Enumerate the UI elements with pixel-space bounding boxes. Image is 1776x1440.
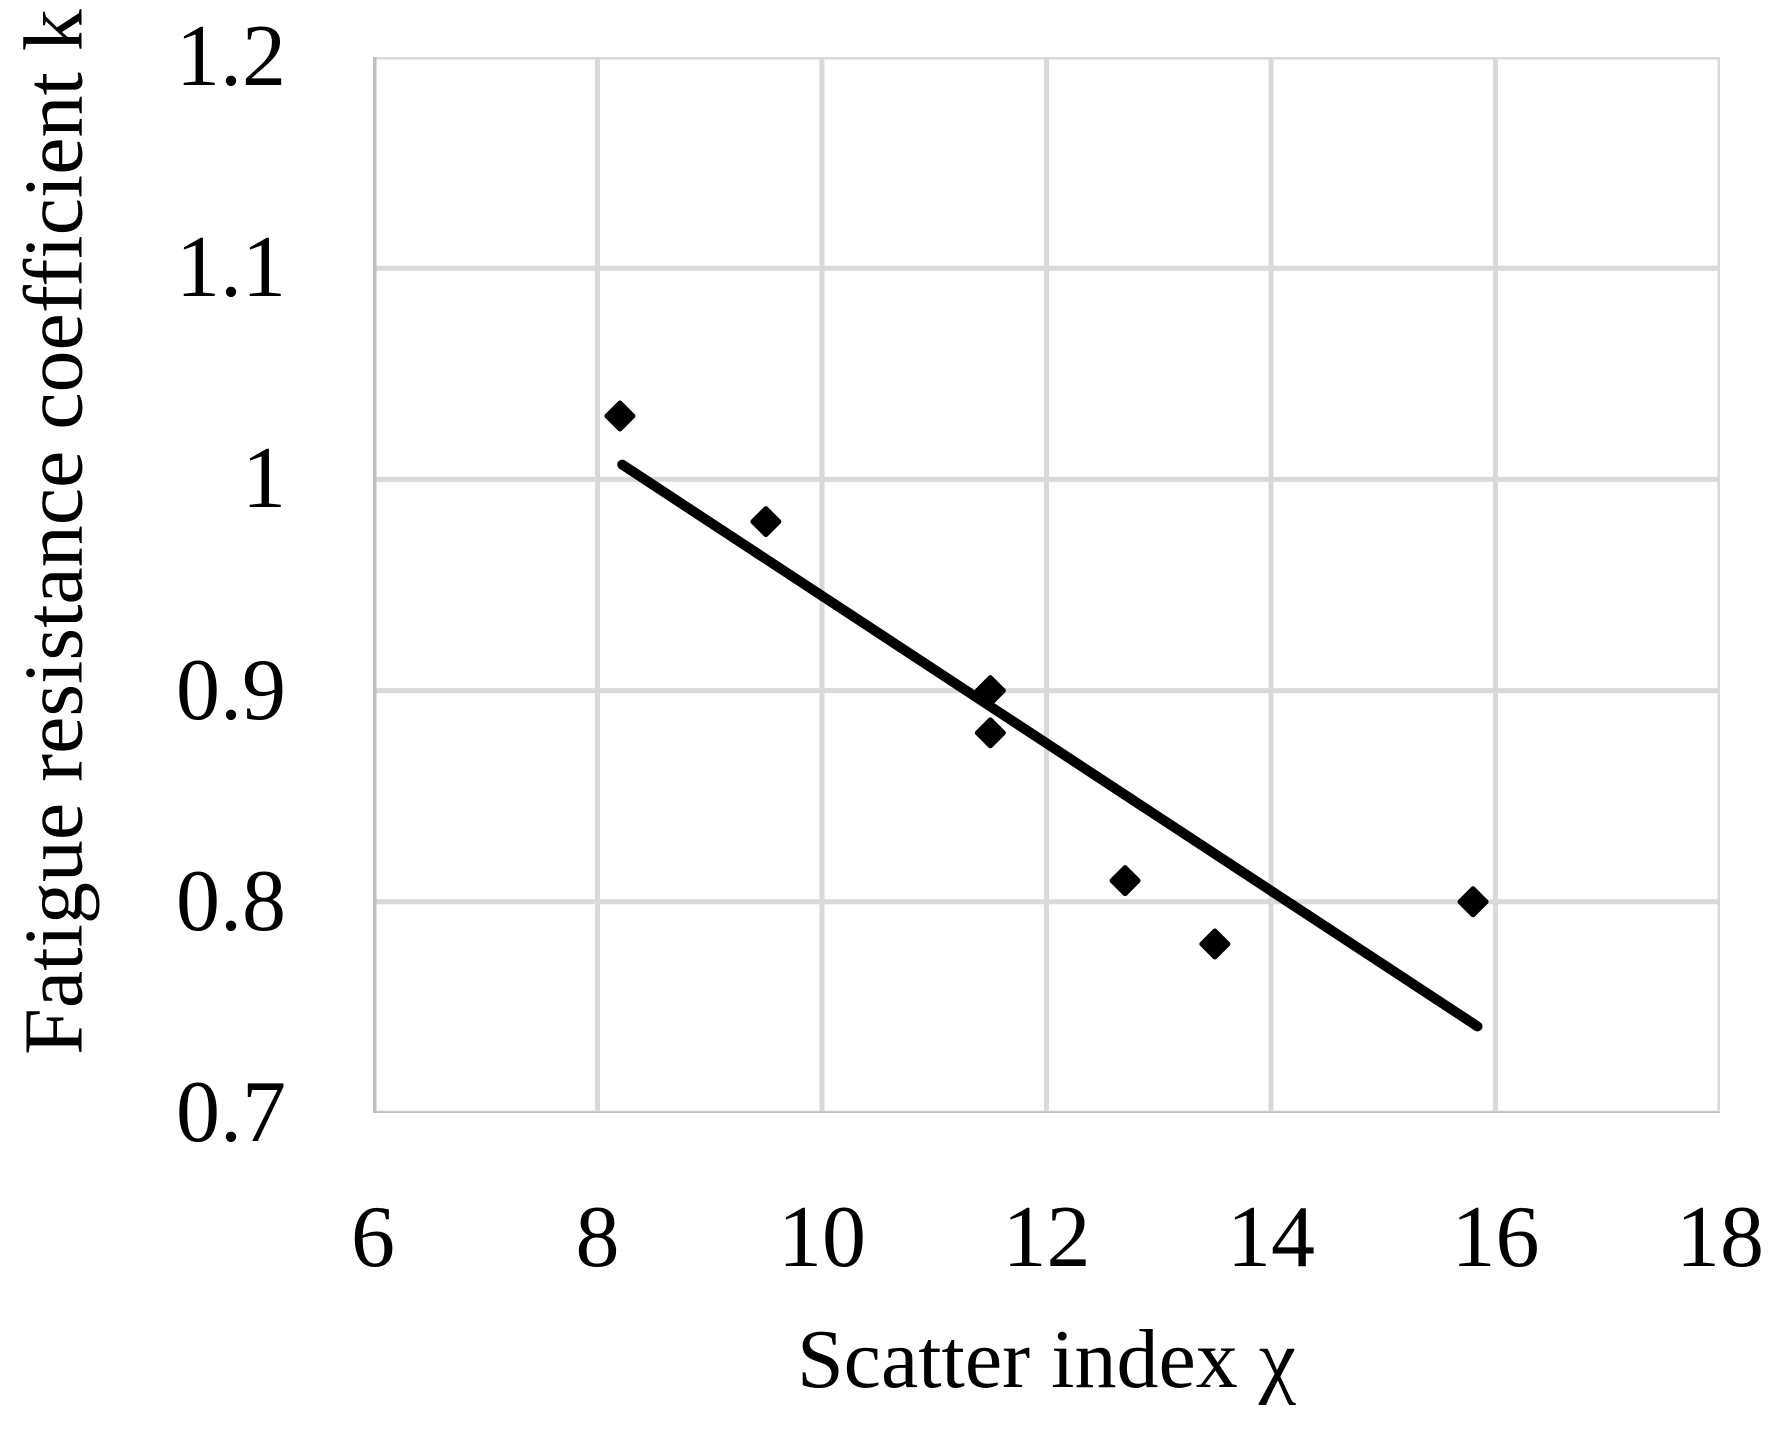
- data-point-marker: [1457, 886, 1489, 918]
- data-point-marker: [1109, 865, 1141, 897]
- x-tick-label: 10: [778, 1189, 866, 1286]
- x-tick-label: 12: [1002, 1189, 1091, 1286]
- x-tick-label: 8: [575, 1189, 620, 1286]
- data-point-marker: [1199, 928, 1231, 960]
- trend-line: [617, 459, 1483, 1032]
- data-point-marker: [750, 506, 782, 538]
- y-tick-label: 1.2: [176, 8, 286, 105]
- data-point-marker: [604, 400, 636, 432]
- y-tick-label: 0.7: [176, 1064, 286, 1161]
- x-tick-label: 18: [1676, 1189, 1764, 1286]
- data-point-marker: [974, 717, 1006, 749]
- y-tick-label: 1.1: [176, 219, 286, 317]
- x-tick-label: 14: [1227, 1189, 1315, 1286]
- y-tick-label: 1: [242, 430, 286, 528]
- y-tick-label: 0.8: [176, 852, 286, 950]
- x-axis-title: Scatter index χ: [796, 1313, 1297, 1406]
- x-tick-label: 6: [351, 1189, 395, 1286]
- y-tick-label: 0.9: [176, 641, 286, 739]
- x-tick-label: 16: [1451, 1189, 1540, 1286]
- plot-area: [373, 57, 1720, 1113]
- data-point-marker: [974, 675, 1006, 707]
